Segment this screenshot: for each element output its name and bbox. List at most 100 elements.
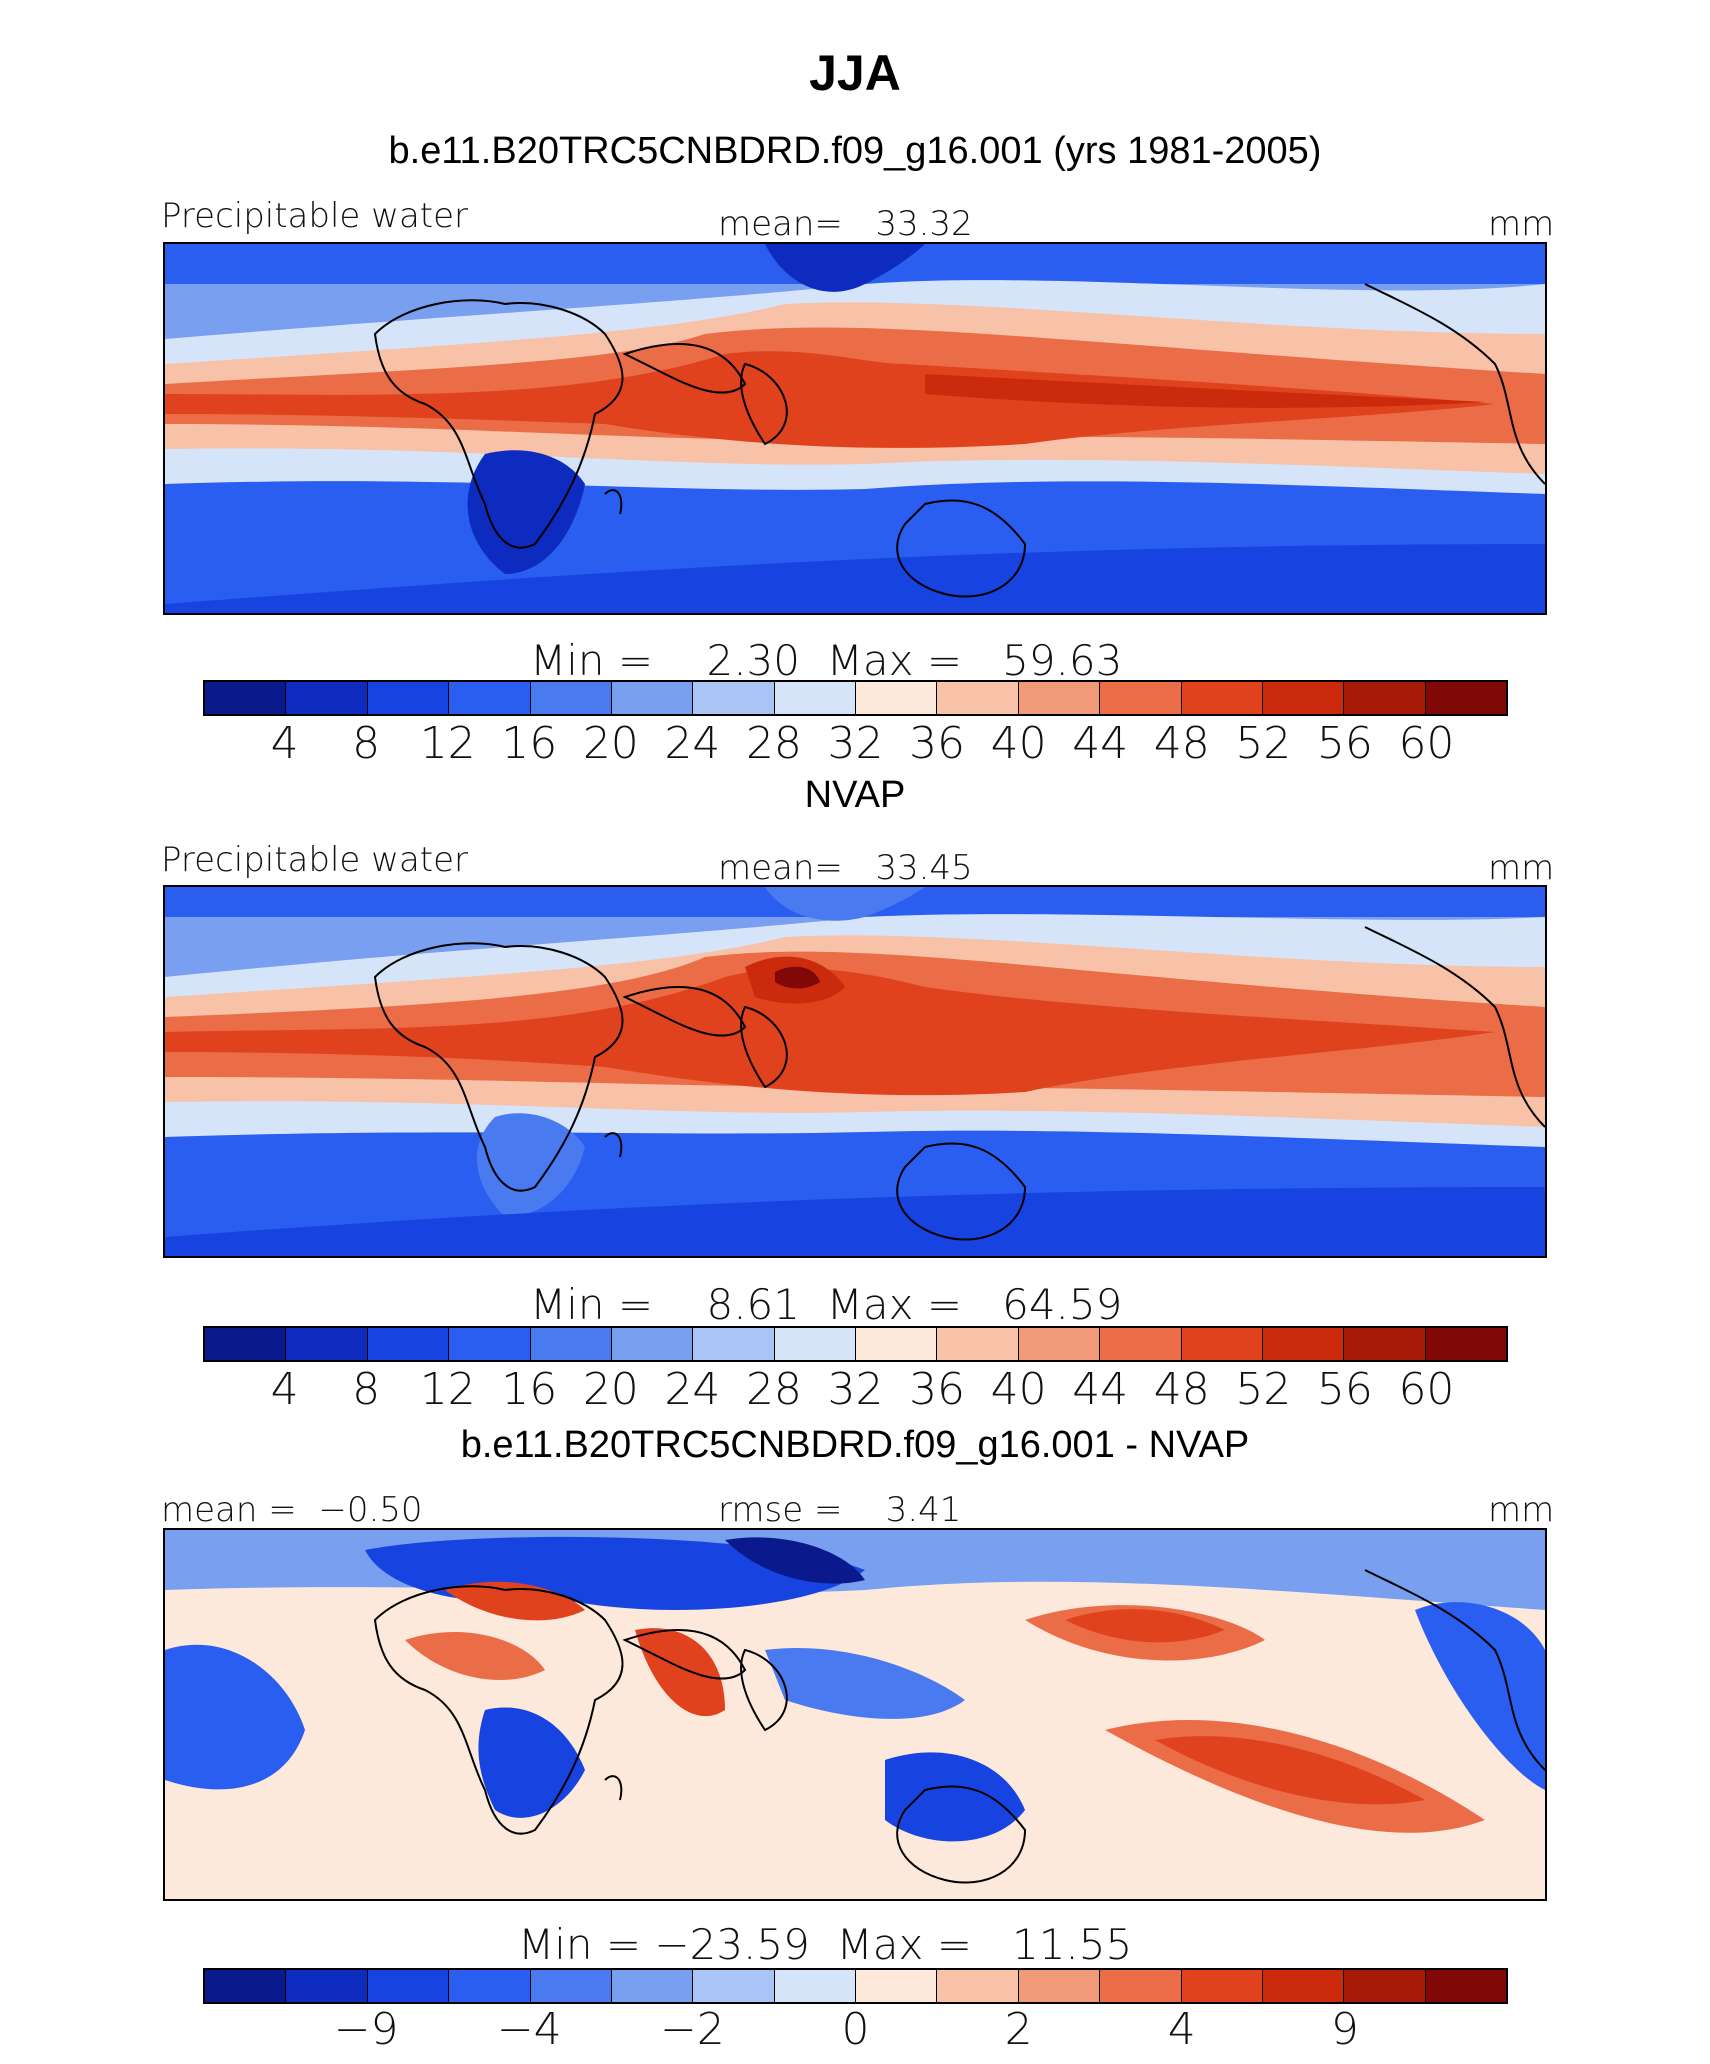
colorbar-swatch [449,1970,531,2002]
colorbar-tick-label: 8 [352,1364,381,1415]
colorbar-swatch [530,1970,612,2002]
panel-1-min-max: Min = 2.30 Max = 59.63 [530,636,1123,685]
colorbar-swatch [449,682,531,714]
colorbar-swatch [367,682,450,714]
colorbar-tick-label: −4 [496,2004,562,2055]
colorbar-swatch [367,1328,450,1360]
colorbar-tick-label: 32 [827,718,884,769]
colorbar-tick-label: 48 [1153,1364,1210,1415]
colorbar-swatch [449,1328,531,1360]
colorbar-swatch [1181,1328,1263,1360]
colorbar-tick-label: −2 [659,2004,725,2055]
panel-3-units-label: mm [1488,1490,1555,1530]
colorbar-swatch [774,1328,856,1360]
colorbar-tick-label: 28 [745,1364,802,1415]
colorbar-tick-label: 52 [1235,718,1292,769]
colorbar-tick-label: 52 [1235,1364,1292,1415]
colorbar-tick-label: 4 [270,1364,299,1415]
colorbar-swatch [286,682,368,714]
figure-title: JJA [809,45,901,101]
colorbar-tick-label: 20 [582,1364,639,1415]
colorbar-swatch [1100,1970,1182,2002]
colorbar-tick-label: 40 [990,718,1047,769]
panel-2-map [163,885,1547,1258]
colorbar-swatch [693,1970,775,2002]
panel-3-heading: b.e11.B20TRC5CNBDRD.f09_g16.001 - NVAP [460,1424,1250,1466]
colorbar-swatch [286,1328,368,1360]
colorbar-swatch [1262,682,1345,714]
colorbar-tick-label: 24 [664,718,721,769]
colorbar-tick-label: 12 [419,1364,476,1415]
colorbar-tick-label: −9 [333,2004,399,2055]
colorbar-swatch [367,1970,450,2002]
panel-3-rmse-label: rmse = 3.41 [718,1490,962,1530]
colorbar-swatch [1100,682,1182,714]
colorbar-swatch [611,682,694,714]
panel-3-min-max: Min = −23.59 Max = 11.55 [518,1920,1133,1969]
colorbar-swatch [205,1970,287,2002]
colorbar-swatch [937,1328,1019,1360]
colorbar-swatch [937,1970,1019,2002]
panel-2-colorbar-ticks: 4 8 12 16 20 24 28 32 36 40 44 48 52 56 60 [203,1364,1508,1415]
colorbar-swatch [611,1970,694,2002]
colorbar-tick-label: 20 [582,718,639,769]
colorbar-tick-label: 16 [501,1364,558,1415]
panel-1-map-field [165,244,1545,613]
colorbar-swatch [937,682,1019,714]
panel-3-colorbar [203,1968,1508,2004]
colorbar-swatch [205,1328,287,1360]
colorbar-swatch [774,1970,856,2002]
panel-1-map [163,242,1547,615]
colorbar-swatch [1100,1328,1182,1360]
panel-2-colorbar [203,1326,1508,1362]
panel-1-mean-label: mean= 33.32 [718,204,973,244]
colorbar-tick-label: 4 [1167,2004,1196,2055]
panel-3-map [163,1528,1547,1901]
colorbar-tick-label: 24 [664,1364,721,1415]
panel-3-colorbar-ticks: −9 −4 −2 0 2 4 9 [203,2004,1508,2055]
panel-1-variable-label: Precipitable water [161,196,469,236]
colorbar-tick-label: 56 [1316,1364,1373,1415]
panel-1-colorbar [203,680,1508,716]
colorbar-tick-label: 44 [1072,718,1129,769]
panel-2-mean-label: mean= 33.45 [718,848,973,888]
colorbar-swatch [774,682,856,714]
colorbar-tick-label: 0 [841,2004,870,2055]
colorbar-swatch [856,1328,938,1360]
colorbar-tick-label: 60 [1398,718,1455,769]
colorbar-tick-label: 16 [501,718,558,769]
colorbar-swatch [1344,1970,1426,2002]
colorbar-tick-label: 12 [419,718,476,769]
colorbar-tick-label: 4 [270,718,299,769]
panel-1-heading: b.e11.B20TRC5CNBDRD.f09_g16.001 (yrs 198… [388,130,1322,172]
colorbar-swatch [1262,1328,1345,1360]
colorbar-swatch [856,682,938,714]
colorbar-swatch [1344,682,1426,714]
colorbar-swatch [1425,1328,1506,1360]
colorbar-swatch [286,1970,368,2002]
colorbar-swatch [205,682,287,714]
colorbar-swatch [1018,1970,1101,2002]
colorbar-swatch [1344,1328,1426,1360]
colorbar-swatch [530,682,612,714]
colorbar-tick-label: 44 [1072,1364,1129,1415]
colorbar-swatch [611,1328,694,1360]
panel-2-map-field [165,887,1545,1256]
colorbar-tick-label: 32 [827,1364,884,1415]
colorbar-swatch [1425,1970,1506,2002]
colorbar-tick-label: 28 [745,718,802,769]
colorbar-swatch [693,682,775,714]
panel-3-mean-label: mean = −0.50 [161,1490,423,1530]
colorbar-tick-label: 60 [1398,1364,1455,1415]
colorbar-tick-label: 56 [1316,718,1373,769]
colorbar-swatch [1018,1328,1101,1360]
colorbar-swatch [530,1328,612,1360]
colorbar-swatch [1262,1970,1345,2002]
panel-3-map-field [165,1530,1545,1899]
panel-1-colorbar-ticks: 4 8 12 16 20 24 28 32 36 40 44 48 52 56 60 [203,718,1508,769]
colorbar-tick-label: 36 [909,718,966,769]
colorbar-tick-label: 9 [1330,2004,1359,2055]
colorbar-swatch [1181,682,1263,714]
panel-2-units-label: mm [1488,848,1555,888]
colorbar-tick-label: 2 [1004,2004,1033,2055]
